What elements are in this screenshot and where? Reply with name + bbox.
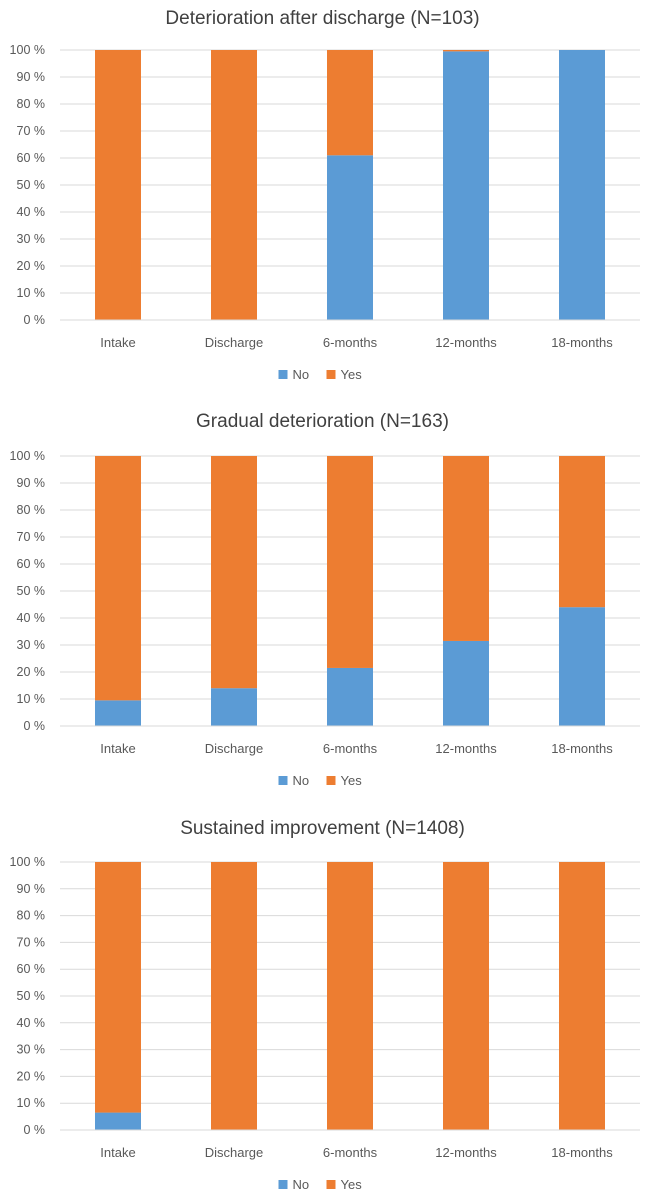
y-tick-label: 70 % [17, 124, 46, 138]
bar-no-6-months [327, 667, 373, 726]
y-tick-label: 100 % [10, 855, 45, 869]
y-tick-label: 20 % [17, 1069, 46, 1083]
legend-swatch-no [278, 1180, 288, 1189]
legend-swatch-yes [326, 776, 336, 785]
y-tick-label: 30 % [17, 232, 46, 246]
y-tick-label: 90 % [17, 882, 46, 896]
y-tick-label: 60 % [17, 557, 46, 571]
x-tick-label: 6-months [323, 741, 378, 756]
bar-no-18-months [559, 607, 605, 726]
y-tick-label: 60 % [17, 962, 46, 976]
x-tick-label: Discharge [205, 741, 264, 756]
y-tick-label: 40 % [17, 611, 46, 625]
legend-label-yes: Yes [341, 367, 363, 382]
bar-yes-18-months [559, 862, 605, 1130]
y-tick-label: 100 % [10, 43, 45, 57]
legend-swatch-yes [326, 1180, 336, 1189]
bar-yes-12-months [443, 50, 489, 52]
legend-label-no: No [293, 1177, 310, 1192]
x-tick-label: Discharge [205, 335, 264, 350]
y-tick-label: 10 % [17, 286, 46, 300]
bar-no-18-months [559, 50, 605, 320]
bar-yes-discharge [211, 862, 257, 1130]
x-tick-label: Intake [100, 741, 135, 756]
y-tick-label: 20 % [17, 665, 46, 679]
bar-no-12-months [443, 640, 489, 726]
bar-no-12-months [443, 51, 489, 320]
y-tick-label: 90 % [17, 476, 46, 490]
y-tick-label: 70 % [17, 935, 46, 949]
y-tick-label: 50 % [17, 178, 46, 192]
x-tick-label: 18-months [551, 1145, 613, 1160]
y-tick-label: 50 % [17, 989, 46, 1003]
bar-yes-discharge [211, 50, 257, 320]
y-tick-label: 40 % [17, 205, 46, 219]
x-tick-label: 12-months [435, 741, 497, 756]
y-tick-label: 10 % [17, 692, 46, 706]
legend-label-no: No [293, 367, 310, 382]
x-tick-label: 12-months [435, 1145, 497, 1160]
y-tick-label: 90 % [17, 70, 46, 84]
y-tick-label: 60 % [17, 151, 46, 165]
chart-title: Deterioration after discharge (N=103) [165, 8, 479, 29]
bar-no-intake [95, 700, 141, 726]
bar-yes-18-months [559, 456, 605, 608]
x-tick-label: 18-months [551, 335, 613, 350]
y-tick-label: 0 % [23, 719, 45, 733]
bar-yes-6-months [327, 862, 373, 1130]
x-tick-label: 6-months [323, 1145, 378, 1160]
bar-no-intake [95, 1112, 141, 1130]
x-tick-label: Intake [100, 335, 135, 350]
y-tick-label: 80 % [17, 97, 46, 111]
y-tick-label: 30 % [17, 1043, 46, 1057]
bar-yes-intake [95, 456, 141, 701]
x-tick-label: Discharge [205, 1145, 264, 1160]
y-tick-label: 70 % [17, 530, 46, 544]
legend-label-yes: Yes [341, 773, 363, 788]
chart-title: Sustained improvement (N=1408) [180, 818, 465, 839]
bar-no-6-months [327, 155, 373, 320]
legend-swatch-no [278, 370, 288, 379]
y-tick-label: 50 % [17, 584, 46, 598]
legend-label-no: No [293, 773, 310, 788]
bar-yes-6-months [327, 50, 373, 156]
y-tick-label: 0 % [23, 1123, 45, 1137]
bar-yes-12-months [443, 456, 489, 641]
bar-no-discharge [211, 688, 257, 726]
x-tick-label: Intake [100, 1145, 135, 1160]
bar-yes-discharge [211, 456, 257, 689]
x-tick-label: 18-months [551, 741, 613, 756]
y-tick-label: 0 % [23, 313, 45, 327]
bar-yes-6-months [327, 456, 373, 668]
chart-title: Gradual deterioration (N=163) [196, 411, 449, 432]
x-tick-label: 12-months [435, 335, 497, 350]
legend-swatch-yes [326, 370, 336, 379]
y-tick-label: 40 % [17, 1016, 46, 1030]
bar-yes-intake [95, 50, 141, 320]
bar-yes-12-months [443, 862, 489, 1130]
y-tick-label: 30 % [17, 638, 46, 652]
x-tick-label: 6-months [323, 335, 378, 350]
y-tick-label: 80 % [17, 909, 46, 923]
y-tick-label: 100 % [10, 449, 45, 463]
y-tick-label: 10 % [17, 1096, 46, 1110]
legend-label-yes: Yes [341, 1177, 363, 1192]
y-tick-label: 20 % [17, 259, 46, 273]
y-tick-label: 80 % [17, 503, 46, 517]
bar-yes-intake [95, 862, 141, 1113]
legend-swatch-no [278, 776, 288, 785]
